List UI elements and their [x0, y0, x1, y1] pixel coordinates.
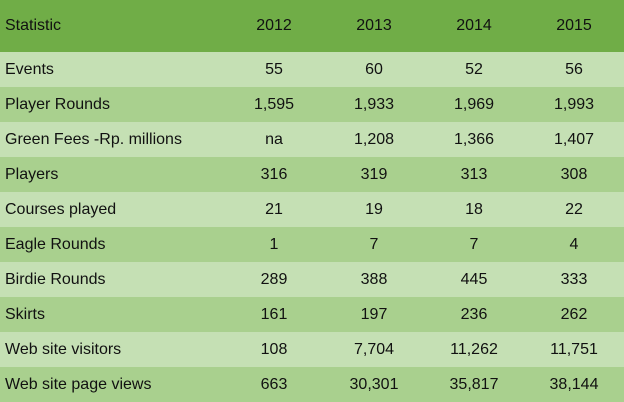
cell-2013: 30,301 [349, 375, 399, 393]
cell-2014: 11,262 [450, 340, 498, 358]
row-label: Web site visitors [5, 340, 122, 358]
cell-2014: 7 [469, 235, 479, 253]
cell-2015: 22 [565, 200, 583, 218]
cell-2012: 1,595 [253, 95, 295, 113]
table-row: Green Fees -Rp. millions na 1,208 1,366 … [0, 122, 624, 157]
cell-2012: 161 [260, 305, 288, 323]
table-row: Players 316 319 313 308 [0, 157, 624, 192]
cell-2014: 445 [460, 270, 488, 288]
cell-2015: 1,993 [553, 95, 595, 113]
cell-2015: 4 [569, 235, 579, 253]
table-row: Eagle Rounds 1 7 7 4 [0, 227, 624, 262]
cell-2012: 663 [260, 375, 288, 393]
cell-2014: 313 [460, 165, 488, 183]
table-row: Skirts 161 197 236 262 [0, 297, 624, 332]
cell-2015: 56 [565, 60, 583, 78]
cell-2015: 11,751 [550, 340, 598, 358]
cell-2012: 316 [260, 165, 288, 183]
cell-2013: 197 [360, 305, 388, 323]
cell-2013: 1,208 [353, 130, 395, 148]
cell-2014: 52 [465, 60, 483, 78]
row-label: Players [5, 165, 59, 183]
cell-2015: 38,144 [549, 375, 599, 393]
cell-2012: na [265, 130, 283, 148]
cell-2015: 333 [560, 270, 588, 288]
cell-2014: 18 [465, 200, 483, 218]
cell-2012: 21 [265, 200, 283, 218]
cell-2012: 1 [269, 235, 279, 253]
cell-2014: 35,817 [449, 375, 499, 393]
cell-2013: 388 [360, 270, 388, 288]
table-row: Web site page views 663 30,301 35,817 38… [0, 367, 624, 402]
row-label: Skirts [5, 305, 45, 323]
row-label: Green Fees -Rp. millions [5, 130, 182, 148]
cell-2015: 1,407 [553, 130, 595, 148]
row-label: Events [5, 60, 54, 78]
header-2015: 2015 [556, 17, 592, 34]
row-label: Eagle Rounds [5, 235, 106, 253]
cell-2013: 319 [360, 165, 388, 183]
table-row: Player Rounds 1,595 1,933 1,969 1,993 [0, 87, 624, 122]
cell-2015: 262 [560, 305, 588, 323]
cell-2013: 19 [365, 200, 383, 218]
header-2013: 2013 [356, 17, 392, 34]
cell-2014: 1,366 [453, 130, 495, 148]
row-label: Web site page views [5, 375, 152, 393]
table-row: Events 55 60 52 56 [0, 52, 624, 87]
cell-2015: 308 [560, 165, 588, 183]
cell-2014: 236 [460, 305, 488, 323]
cell-2013: 1,933 [353, 95, 395, 113]
cell-2012: 289 [260, 270, 288, 288]
cell-2012: 55 [265, 60, 283, 78]
cell-2013: 60 [365, 60, 383, 78]
table-row: Web site visitors 108 7,704 11,262 11,75… [0, 332, 624, 367]
cell-2012: 108 [260, 340, 288, 358]
header-row: Statistic 2012 2013 2014 2015 [0, 0, 624, 52]
header-2014: 2014 [456, 17, 492, 34]
row-label: Courses played [5, 200, 117, 218]
cell-2013: 7 [369, 235, 379, 253]
cell-2014: 1,969 [453, 95, 495, 113]
header-2012: 2012 [256, 17, 292, 34]
table-row: Birdie Rounds 289 388 445 333 [0, 262, 624, 297]
cell-2013: 7,704 [353, 340, 395, 358]
row-label: Birdie Rounds [5, 270, 106, 288]
header-statistic: Statistic [5, 17, 62, 34]
row-label: Player Rounds [5, 95, 110, 113]
table-row: Courses played 21 19 18 22 [0, 192, 624, 227]
